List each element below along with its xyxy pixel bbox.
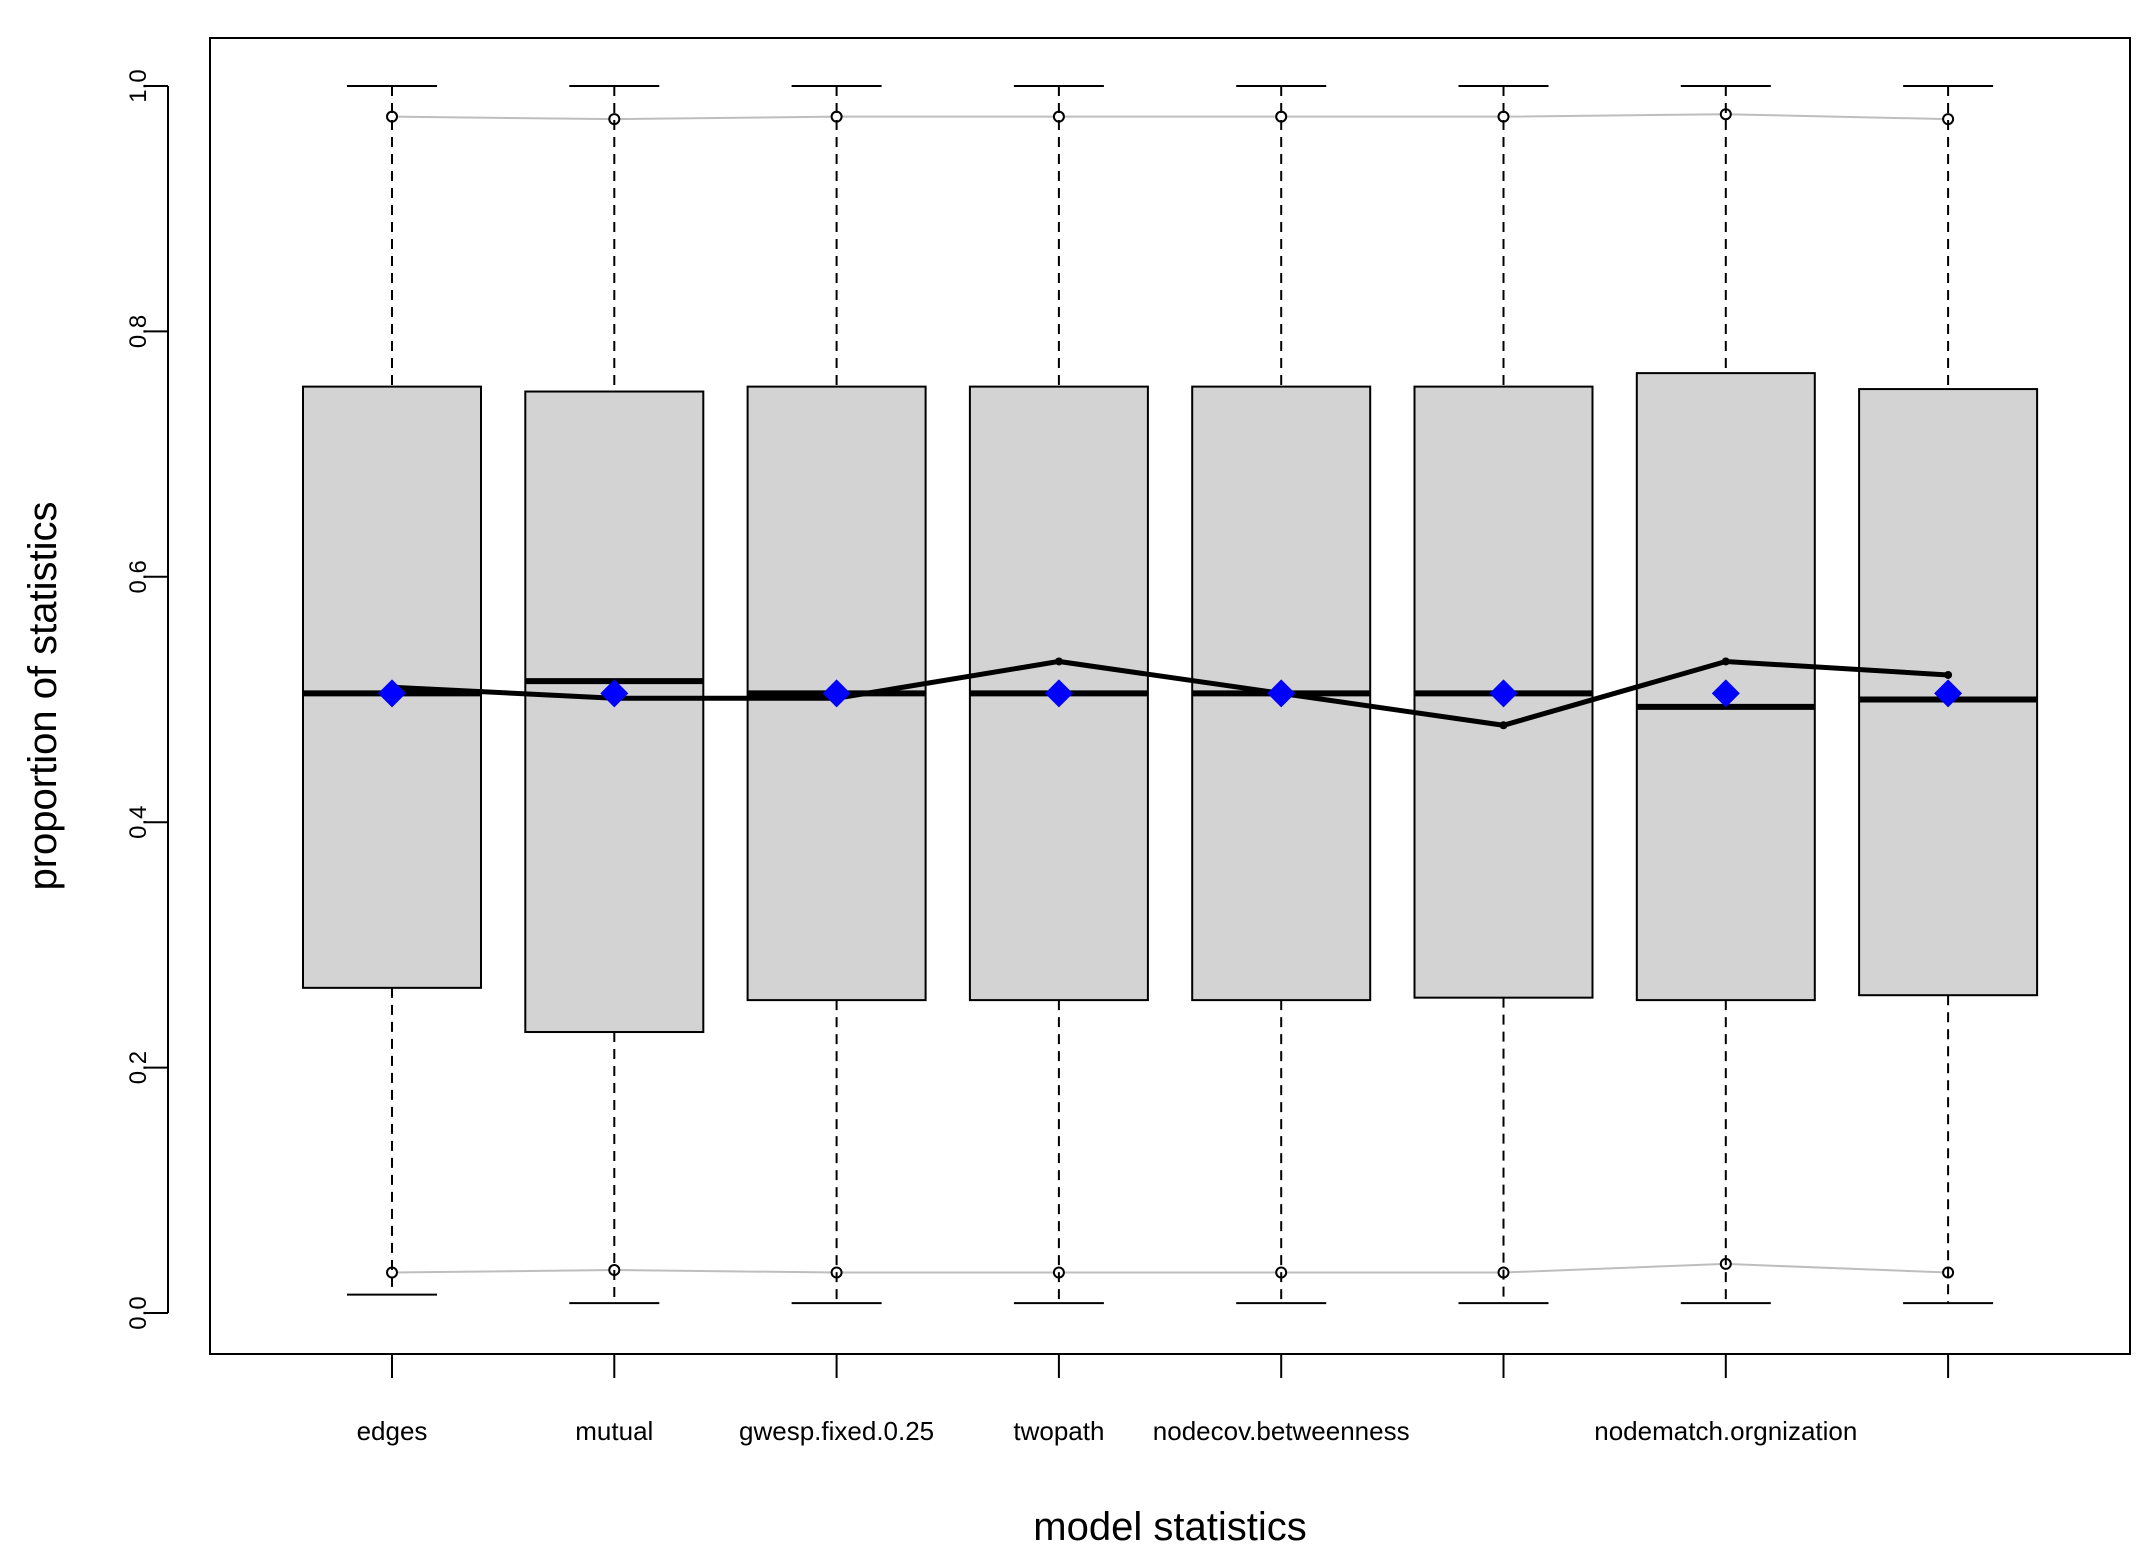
ci-upper-line: [391, 113, 1949, 121]
observed-point: [1499, 721, 1508, 730]
expected-points: [378, 679, 1963, 708]
x-tick-label: gwesp.fixed.0.25: [739, 1416, 934, 1446]
observed-polyline: [391, 658, 1949, 728]
x-tick-label: edges: [357, 1416, 428, 1446]
x-axis: edges mutual gwesp.fixed.0.25 twopath nodeco…: [357, 1353, 1950, 1446]
ci-lower-line: [391, 1262, 1949, 1274]
x-axis-title: model statistics: [1033, 1505, 1306, 1549]
x-tick-label: nodematch.orgnization: [1594, 1416, 1857, 1446]
expected-diamond: [1489, 679, 1518, 708]
y-tick-label: 0.6: [125, 560, 152, 593]
x-tick-label: mutual: [575, 1416, 653, 1446]
y-tick-label: 1.0: [125, 69, 152, 102]
box-mutual: [524, 85, 705, 1305]
observed-point: [1054, 657, 1063, 666]
expected-diamond: [1934, 679, 1963, 708]
y-tick-label: 0.2: [125, 1051, 152, 1084]
expected-diamond: [1267, 679, 1296, 708]
expected-diamond: [1711, 679, 1740, 708]
y-tick-label: 0.8: [125, 315, 152, 348]
expected-diamond: [378, 679, 406, 708]
plot-frame: [209, 37, 2131, 1355]
box-gwesp.fixed.0.25: [746, 85, 927, 1305]
boxes: [302, 85, 2039, 1305]
box-body: [524, 390, 705, 1034]
observed-point: [1944, 670, 1953, 679]
observed-point: [1721, 657, 1730, 666]
expected-diamond: [600, 679, 629, 708]
y-tick-label: 0.0: [125, 1296, 152, 1329]
expected-diamond: [1044, 679, 1073, 708]
y-axis: 0.0 0.2 0.4 0.6 0.8 1.0: [125, 69, 169, 1330]
x-tick-label: twopath: [1013, 1416, 1104, 1446]
x-tick-label: nodecov.betweenness: [1153, 1416, 1410, 1446]
expected-diamond: [822, 679, 851, 708]
y-axis-title: proportion of statistics: [21, 501, 65, 890]
y-tick-label: 0.4: [125, 806, 152, 839]
